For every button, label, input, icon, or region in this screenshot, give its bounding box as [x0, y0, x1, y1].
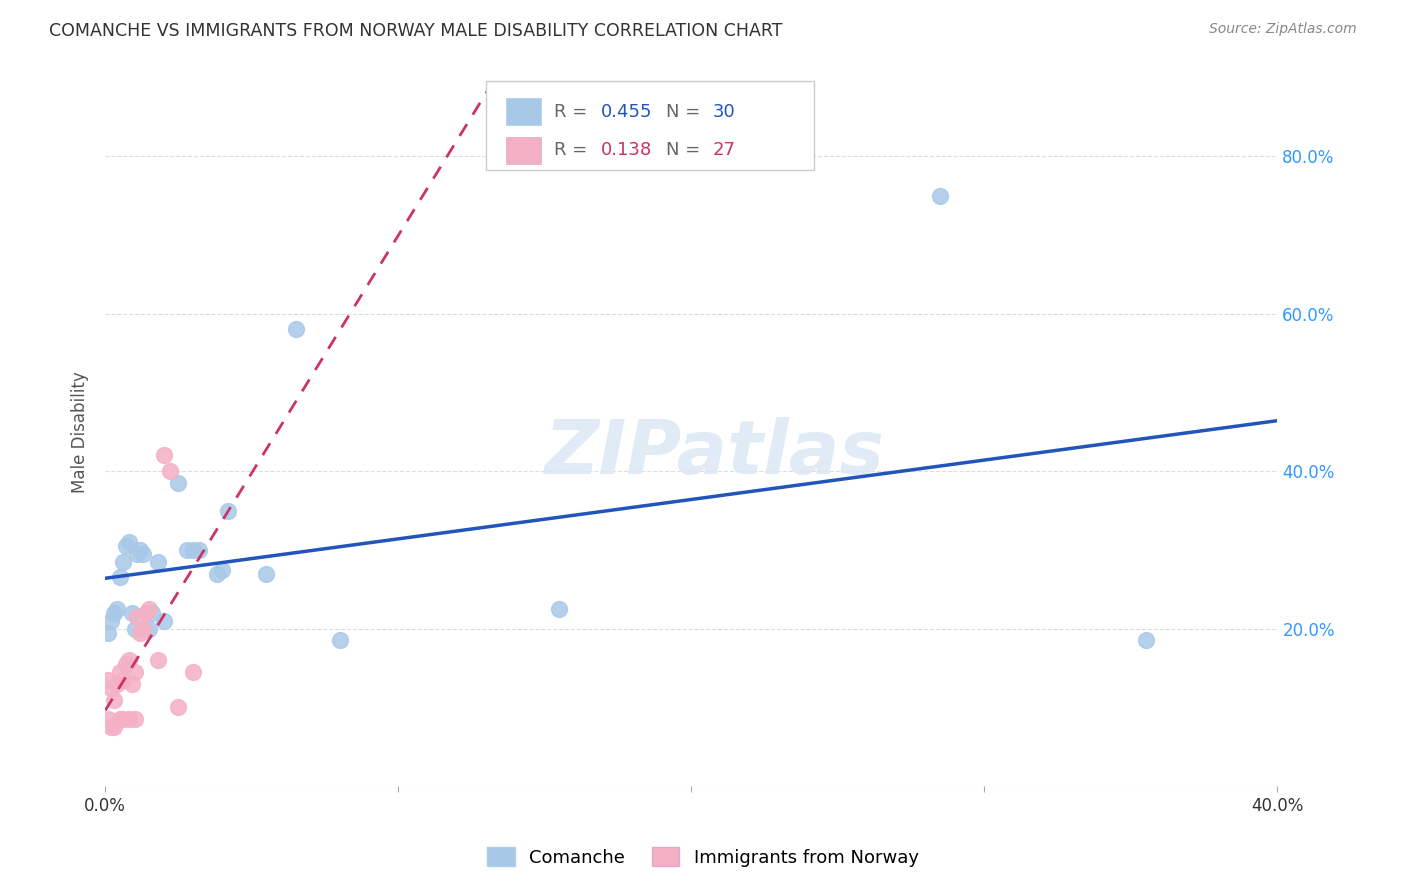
- Point: [118, 712, 141, 726]
- Point: [103, 720, 125, 734]
- Point: [111, 555, 134, 569]
- Point: [548, 602, 571, 616]
- Point: [114, 539, 136, 553]
- Point: [103, 692, 125, 706]
- Point: [205, 566, 228, 581]
- Text: 0.455: 0.455: [600, 103, 652, 121]
- Text: N =: N =: [665, 141, 706, 160]
- Text: 30: 30: [713, 103, 735, 121]
- Text: COMANCHE VS IMMIGRANTS FROM NORWAY MALE DISABILITY CORRELATION CHART: COMANCHE VS IMMIGRANTS FROM NORWAY MALE …: [49, 22, 783, 40]
- Text: R =: R =: [554, 103, 593, 121]
- Point: [138, 622, 160, 636]
- Point: [217, 503, 239, 517]
- Point: [97, 625, 120, 640]
- Point: [114, 657, 136, 671]
- Point: [118, 653, 141, 667]
- Point: [111, 712, 134, 726]
- Text: ZIPatlas: ZIPatlas: [544, 417, 884, 490]
- Point: [100, 681, 122, 695]
- Point: [111, 673, 134, 687]
- Point: [124, 622, 146, 636]
- Point: [167, 700, 190, 714]
- Point: [181, 665, 204, 679]
- Point: [103, 606, 125, 620]
- Point: [1135, 633, 1157, 648]
- Point: [97, 673, 120, 687]
- Point: [129, 625, 152, 640]
- Point: [121, 677, 143, 691]
- Text: N =: N =: [665, 103, 706, 121]
- Point: [211, 563, 233, 577]
- Point: [153, 614, 176, 628]
- Y-axis label: Male Disability: Male Disability: [72, 371, 89, 492]
- Point: [108, 712, 131, 726]
- Text: R =: R =: [554, 141, 599, 160]
- Point: [188, 542, 211, 557]
- Point: [146, 555, 169, 569]
- Point: [146, 653, 169, 667]
- Point: [100, 614, 122, 628]
- Point: [254, 566, 277, 581]
- Point: [135, 606, 157, 620]
- Text: 27: 27: [713, 141, 735, 160]
- Point: [100, 720, 122, 734]
- Point: [167, 475, 190, 490]
- Point: [181, 542, 204, 557]
- Point: [329, 633, 352, 648]
- Point: [97, 712, 120, 726]
- Point: [127, 610, 149, 624]
- Point: [132, 622, 155, 636]
- Point: [105, 602, 128, 616]
- Point: [108, 665, 131, 679]
- Text: 0.138: 0.138: [600, 141, 652, 160]
- Point: [124, 665, 146, 679]
- Point: [121, 606, 143, 620]
- Point: [127, 547, 149, 561]
- Point: [132, 547, 155, 561]
- FancyBboxPatch shape: [506, 98, 541, 126]
- Text: Source: ZipAtlas.com: Source: ZipAtlas.com: [1209, 22, 1357, 37]
- Point: [129, 542, 152, 557]
- Point: [118, 535, 141, 549]
- FancyBboxPatch shape: [506, 136, 541, 164]
- Point: [108, 570, 131, 584]
- Point: [929, 188, 952, 202]
- Point: [124, 712, 146, 726]
- Legend: Comanche, Immigrants from Norway: Comanche, Immigrants from Norway: [481, 840, 925, 874]
- Point: [284, 322, 307, 336]
- FancyBboxPatch shape: [486, 81, 814, 169]
- Point: [141, 606, 163, 620]
- Point: [138, 602, 160, 616]
- Point: [176, 542, 198, 557]
- Point: [105, 677, 128, 691]
- Point: [159, 464, 181, 478]
- Point: [153, 449, 176, 463]
